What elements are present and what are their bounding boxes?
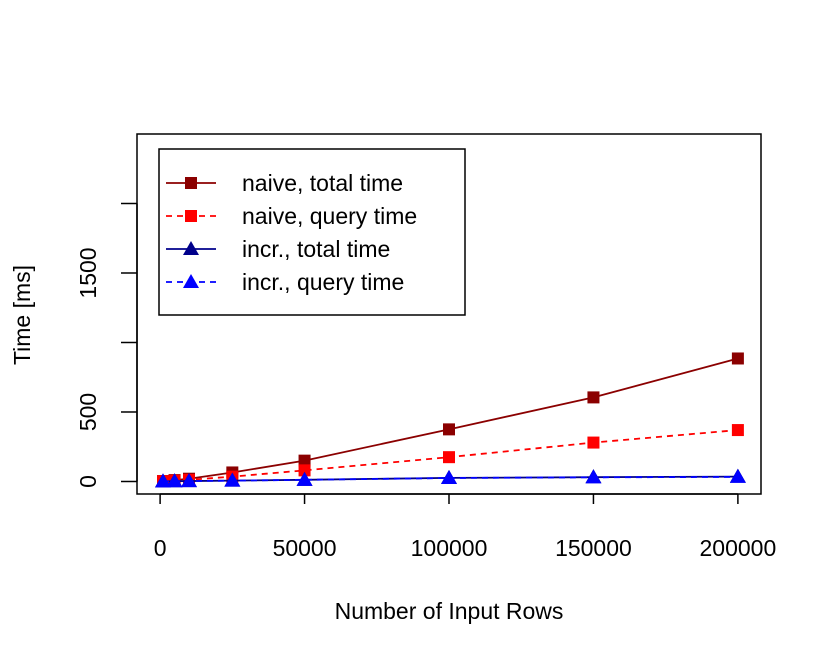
x-tick-label: 50000 (273, 535, 337, 561)
legend-label: naive, total time (242, 170, 403, 196)
legend-marker (183, 274, 199, 288)
y-tick-label: 500 (75, 393, 101, 431)
y-tick-label: 1500 (75, 247, 101, 298)
legend-marker (185, 177, 197, 189)
series-1 (157, 352, 744, 488)
x-tick-label: 0 (154, 535, 167, 561)
legend: naive, total time naive, query time incr.,… (158, 148, 466, 316)
y-axis: 0 500 1500 (75, 202, 138, 488)
data-point (585, 469, 602, 484)
data-point (298, 464, 311, 477)
data-point (443, 451, 455, 464)
legend-label: incr., query time (242, 269, 404, 295)
data-point (181, 473, 197, 488)
data-point (298, 454, 311, 467)
y-tick-label: 0 (75, 475, 101, 488)
legend-marker (185, 210, 197, 222)
legend-label: naive, query time (242, 203, 417, 229)
data-point (729, 468, 746, 483)
x-tick-label: 100000 (411, 535, 488, 561)
legend-label: incr., total time (242, 236, 390, 262)
x-axis-label: Number of Input Rows (335, 598, 564, 624)
data-point (731, 352, 744, 365)
data-point (587, 391, 600, 404)
data-point (731, 424, 744, 437)
x-tick-label: 200000 (700, 535, 777, 561)
x-tick-label: 150000 (555, 535, 632, 561)
series-layer (155, 352, 746, 488)
legend-entry: naive, query time (166, 203, 417, 229)
legend-entry: incr., query time (166, 269, 404, 295)
data-point (166, 473, 183, 488)
legend-box (158, 148, 466, 316)
x-axis: 0 50000 100000 150000 200000 (154, 493, 777, 561)
data-point (587, 436, 600, 449)
y-axis-label: Time [ms] (9, 265, 35, 365)
legend-marker (183, 241, 199, 255)
data-point (441, 470, 457, 485)
data-point (296, 471, 313, 486)
data-point (443, 423, 455, 436)
data-point (155, 473, 171, 488)
series-4 (155, 468, 746, 488)
legend-entry: naive, total time (166, 170, 403, 196)
legend-entry: incr., total time (166, 236, 390, 262)
data-point (224, 472, 241, 487)
